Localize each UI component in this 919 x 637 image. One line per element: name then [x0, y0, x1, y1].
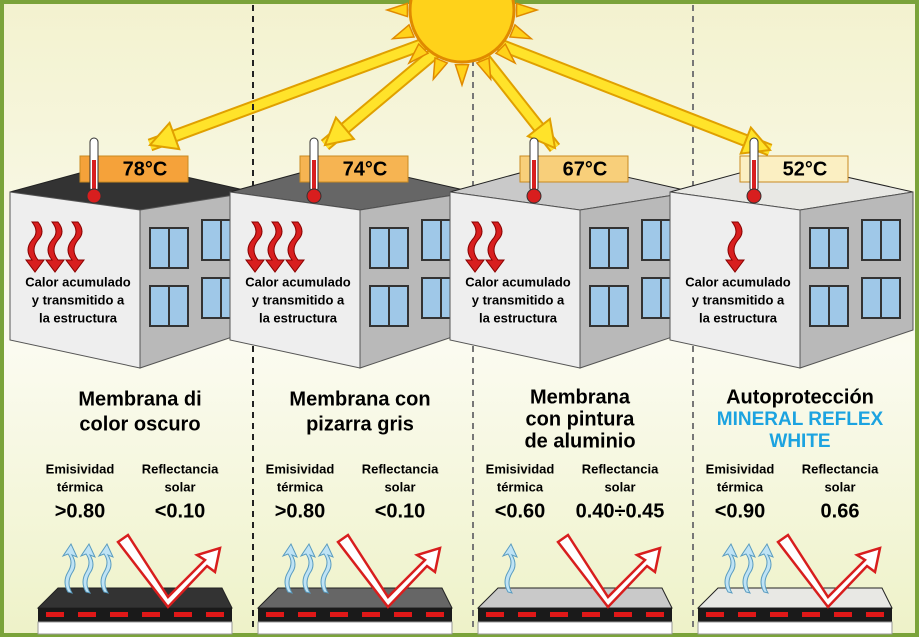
thermometer-fill: [752, 160, 756, 192]
panel-title: Autoprotección: [726, 386, 874, 408]
membrane-edge: [698, 608, 892, 622]
membrane-stripe: [550, 612, 568, 617]
membrane-stripe: [738, 612, 756, 617]
thermometer-fill: [312, 160, 316, 192]
membrane-edge: [478, 608, 672, 622]
emissivity-label: Emisividad: [486, 461, 555, 476]
reflectance-label: Reflectancia: [802, 461, 879, 476]
heat-note: la estructura: [39, 310, 118, 325]
membrane-edge: [258, 608, 452, 622]
emissivity-label: Emisividad: [266, 461, 335, 476]
membrane-stripe: [426, 612, 444, 617]
temperature: 78°C: [123, 158, 168, 180]
membrane-stripe: [206, 612, 224, 617]
heat-note: Calor acumulado: [25, 274, 131, 289]
infographic: 78°C Calor acumulado y transmitido a la est…: [0, 0, 919, 637]
membrane-stripe: [518, 612, 536, 617]
panel-title: Membrana di: [78, 388, 201, 410]
panel-title: con pintura: [526, 408, 636, 430]
membrane-base: [38, 622, 232, 634]
emissivity-label: Emisividad: [46, 461, 115, 476]
membrane-stripe: [394, 612, 412, 617]
emissivity-label: térmica: [497, 479, 544, 494]
reflectance-label: Reflectancia: [142, 461, 219, 476]
membrane-base: [698, 622, 892, 634]
thermometer-fill: [532, 160, 536, 192]
reflectance-value: <0.10: [375, 500, 426, 522]
panel-title: Membrana: [530, 386, 631, 408]
membrane-stripe: [46, 612, 64, 617]
reflectance-label: solar: [164, 479, 195, 494]
emissivity-value: <0.90: [715, 500, 766, 522]
membrane-stripe: [770, 612, 788, 617]
reflectance-label: Reflectancia: [582, 461, 659, 476]
temperature: 74°C: [343, 158, 388, 180]
thermometer-bulb: [87, 189, 101, 203]
membrane-stripe: [646, 612, 664, 617]
heat-note: y transmitido a: [32, 292, 125, 307]
thermometer-fill: [92, 160, 96, 192]
thermometer-bulb: [747, 189, 761, 203]
thermometer-bulb: [527, 189, 541, 203]
reflectance-label: Reflectancia: [362, 461, 439, 476]
membrane-stripe: [486, 612, 504, 617]
thermometer-bulb: [307, 189, 321, 203]
membrane-stripe: [362, 612, 380, 617]
membrane-edge: [38, 608, 232, 622]
membrane-stripe: [614, 612, 632, 617]
membrane-stripe: [802, 612, 820, 617]
membrane-stripe: [866, 612, 884, 617]
reflectance-value: <0.10: [155, 500, 206, 522]
membrane-base: [478, 622, 672, 634]
emissivity-label: Emisividad: [706, 461, 775, 476]
heat-note: y transmitido a: [252, 292, 345, 307]
temperature: 67°C: [563, 158, 608, 180]
panel-title: color oscuro: [79, 413, 200, 435]
membrane-stripe: [706, 612, 724, 617]
membrane-stripe: [142, 612, 160, 617]
membrane-stripe: [298, 612, 316, 617]
membrane-stripe: [266, 612, 284, 617]
membrane-stripe: [174, 612, 192, 617]
heat-note: y transmitido a: [692, 292, 785, 307]
heat-note: Calor acumulado: [245, 274, 351, 289]
reflectance-value: 0.40÷0.45: [576, 500, 665, 522]
temperature: 52°C: [783, 158, 828, 180]
heat-note: la estructura: [699, 310, 778, 325]
panel-title-highlight: WHITE: [769, 431, 830, 452]
panel-title-highlight: MINERAL REFLEX: [717, 409, 884, 430]
reflectance-label: solar: [604, 479, 635, 494]
emissivity-label: térmica: [717, 479, 764, 494]
heat-note: la estructura: [479, 310, 558, 325]
membrane-stripe: [582, 612, 600, 617]
reflectance-value: 0.66: [821, 500, 860, 522]
heat-note: la estructura: [259, 310, 338, 325]
heat-note: Calor acumulado: [465, 274, 571, 289]
emissivity-value: >0.80: [55, 500, 106, 522]
membrane-stripe: [330, 612, 348, 617]
heat-note: Calor acumulado: [685, 274, 791, 289]
panel-title: de aluminio: [524, 430, 635, 452]
reflectance-label: solar: [824, 479, 855, 494]
membrane-stripe: [110, 612, 128, 617]
panel-title: Membrana con: [289, 388, 430, 410]
heat-note: y transmitido a: [472, 292, 565, 307]
emissivity-label: térmica: [57, 479, 104, 494]
emissivity-label: térmica: [277, 479, 324, 494]
membrane-base: [258, 622, 452, 634]
emissivity-value: <0.60: [495, 500, 546, 522]
emissivity-value: >0.80: [275, 500, 326, 522]
reflectance-label: solar: [384, 479, 415, 494]
membrane-stripe: [834, 612, 852, 617]
membrane-stripe: [78, 612, 96, 617]
panel-title: pizarra gris: [306, 413, 414, 435]
